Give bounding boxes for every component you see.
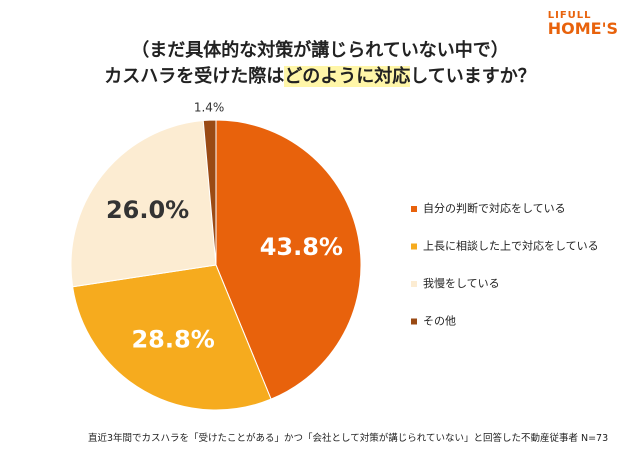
data-label: 1.4%: [194, 101, 225, 115]
data-label: 43.8%: [260, 233, 343, 261]
footnote: 直近3年間でカスハラを「受けたことがある」かつ「会社として対策が講じられていない…: [88, 433, 609, 444]
title-line: （まだ具体的な対策が講じられていない中で）: [131, 40, 509, 61]
title-line: カスハラを受けた際はどのように対応していますか？: [0, 64, 640, 90]
title-part: していますか？: [410, 66, 536, 87]
title-part: カスハラを受けた際は: [104, 66, 285, 87]
logo-text: HOME'S: [547, 19, 618, 38]
legend-label: その他: [423, 315, 456, 328]
legend-swatch: [411, 281, 417, 287]
legend-swatch: [411, 318, 417, 325]
logo: LIFULL HOME'S: [548, 10, 618, 37]
logo-text: LIFULL: [547, 10, 592, 21]
legend-swatch: [411, 206, 417, 212]
chart-title: （まだ具体的な対策が講じられていない中で） カスハラを受けた際はどのように対応し…: [0, 38, 640, 90]
legend-label: 上長に相談した上で対応をしている: [423, 239, 599, 253]
data-label: 26.0%: [106, 196, 189, 224]
pie-slice: [72, 264, 272, 411]
legend-label: 自分の判断で対応をしている: [423, 201, 566, 215]
pie-slice: [202, 119, 217, 266]
pie-slice: [215, 119, 362, 400]
data-label: 28.8%: [131, 326, 214, 354]
legend-swatch: [411, 243, 417, 250]
pie-slice: [70, 120, 217, 288]
title-highlight: どのように対応: [284, 66, 411, 87]
legend-label: 我慢をしている: [423, 277, 500, 290]
